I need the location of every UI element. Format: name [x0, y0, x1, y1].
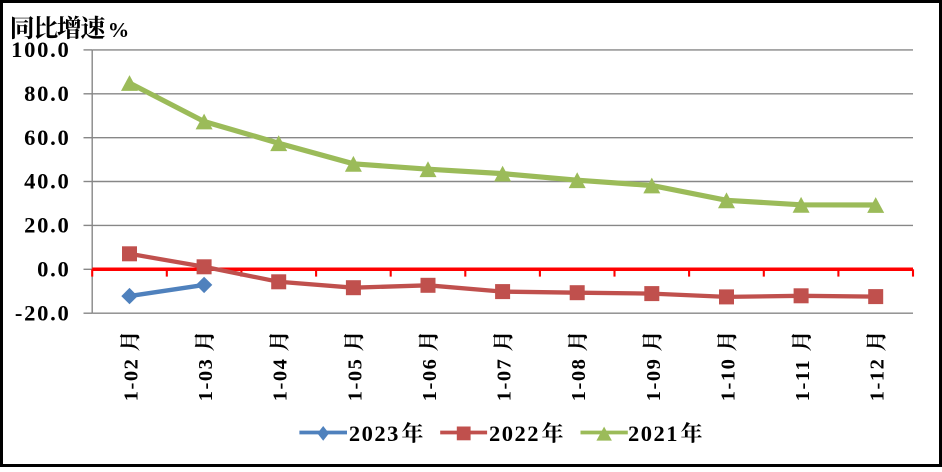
svg-text:1-04: 1-04	[270, 358, 292, 402]
svg-text:2023: 2023	[349, 421, 400, 446]
svg-text:1-10: 1-10	[718, 358, 740, 402]
svg-text:1-08: 1-08	[568, 358, 590, 402]
svg-text:1-07: 1-07	[494, 358, 516, 402]
svg-text:40.0: 40.0	[24, 169, 70, 194]
svg-text:1-05: 1-05	[344, 358, 366, 402]
svg-text:%: %	[108, 18, 130, 42]
svg-text:2021: 2021	[628, 421, 679, 446]
svg-text:1-09: 1-09	[643, 358, 665, 402]
svg-text:20.0: 20.0	[24, 213, 70, 238]
svg-text:1-02: 1-02	[121, 358, 143, 402]
svg-text:1-03: 1-03	[195, 358, 217, 402]
svg-text:60.0: 60.0	[24, 125, 70, 150]
svg-text:2022: 2022	[489, 421, 540, 446]
svg-text:1-12: 1-12	[867, 358, 889, 402]
svg-text:-20.0: -20.0	[15, 300, 71, 325]
svg-text:100.0: 100.0	[11, 37, 70, 62]
svg-text:1-06: 1-06	[419, 358, 441, 402]
svg-text:1-11: 1-11	[792, 359, 814, 402]
svg-text:80.0: 80.0	[24, 81, 70, 106]
svg-text:0.0: 0.0	[37, 257, 70, 282]
